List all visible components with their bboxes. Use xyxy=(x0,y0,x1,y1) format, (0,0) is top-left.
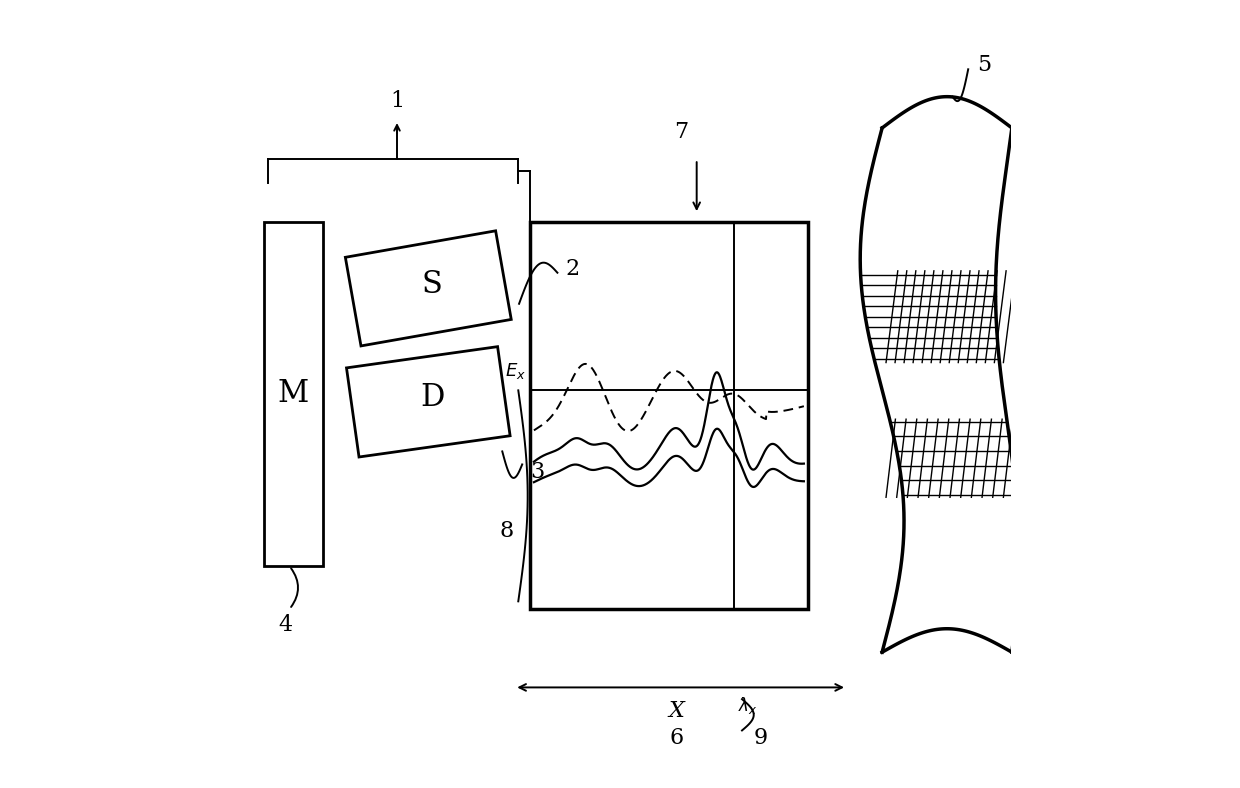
Text: 3: 3 xyxy=(529,461,544,483)
Text: M: M xyxy=(278,378,309,410)
Text: S: S xyxy=(422,269,443,300)
Text: 1: 1 xyxy=(389,90,404,112)
Text: 2: 2 xyxy=(565,258,579,280)
Text: $E_x$: $E_x$ xyxy=(505,361,526,381)
Text: 4: 4 xyxy=(279,614,293,636)
Text: D: D xyxy=(420,382,444,414)
Text: $\lambda_x$: $\lambda_x$ xyxy=(738,695,758,716)
Text: 6: 6 xyxy=(670,727,683,749)
Text: 7: 7 xyxy=(675,121,688,143)
Text: 8: 8 xyxy=(500,520,513,542)
Text: X: X xyxy=(668,700,684,722)
Text: 9: 9 xyxy=(754,727,768,749)
Text: 5: 5 xyxy=(977,54,991,76)
